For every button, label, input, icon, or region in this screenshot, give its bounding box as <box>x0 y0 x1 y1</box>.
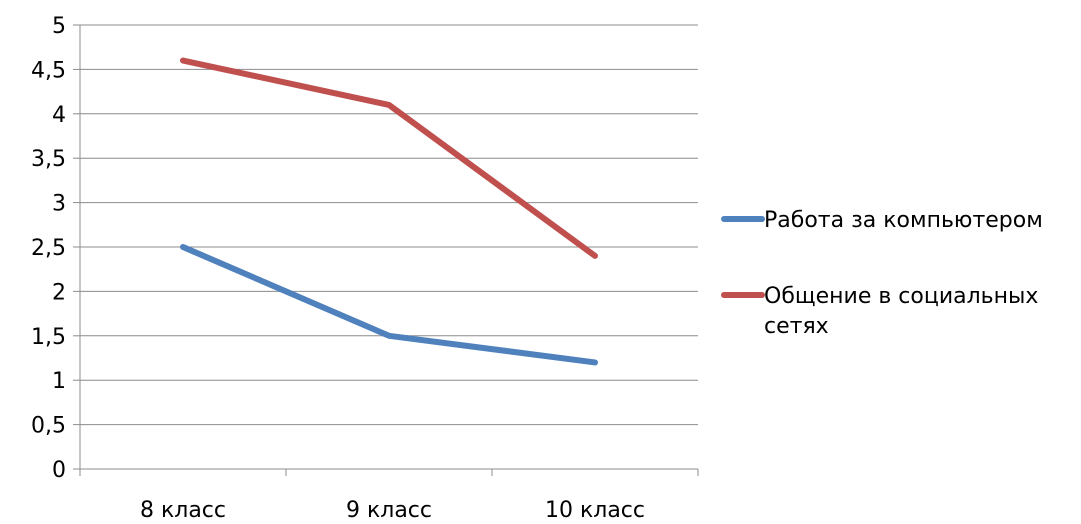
y-tick-label: 4,5 <box>31 58 66 83</box>
series-line-1 <box>180 244 598 366</box>
y-tick-label: 1,5 <box>31 325 66 350</box>
legend-label-line: Работа за компьютером <box>764 208 1043 233</box>
x-axis-ticks: 8 класс 9 класс 10 класс <box>140 498 645 523</box>
axes <box>73 24 699 476</box>
legend-label-line: Общение в социальных <box>764 284 1038 309</box>
y-tick-label: 2 <box>52 280 66 305</box>
y-tick-label: 0,5 <box>31 414 66 439</box>
x-tick-label: 9 класс <box>346 498 432 523</box>
legend-label-line: сетях <box>764 314 829 339</box>
y-tick-label: 4 <box>52 103 66 128</box>
legend-label: Работа за компьютером <box>764 208 1043 233</box>
y-tick-label: 0 <box>52 458 66 483</box>
legend: Работа за компьютером Общение в социальны… <box>721 208 1043 339</box>
y-tick-label: 3,5 <box>31 147 66 172</box>
legend-label: Общение в социальных сетях <box>764 284 1038 339</box>
x-tick-label: 8 класс <box>140 498 226 523</box>
y-tick-label: 3 <box>52 192 66 217</box>
x-tick-label: 10 класс <box>545 498 645 523</box>
y-tick-label: 2,5 <box>31 236 66 261</box>
y-tick-label: 1 <box>52 369 66 394</box>
y-axis-ticks: 0 0,5 1 1,5 2 2,5 3 3,5 4 4,5 5 <box>31 14 66 483</box>
series-lines <box>180 57 598 366</box>
y-tick-label: 5 <box>52 14 66 39</box>
gridlines <box>80 24 698 426</box>
